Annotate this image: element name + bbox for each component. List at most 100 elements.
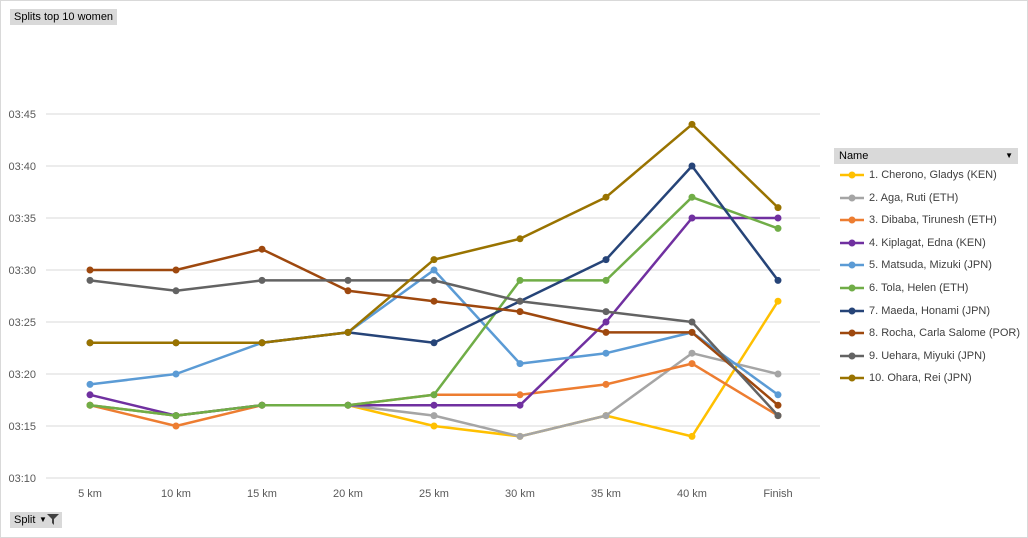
series-6: [86, 193, 782, 420]
data-point: [688, 432, 696, 440]
legend-item[interactable]: 3. Dibaba, Tirunesh (ETH): [834, 209, 1018, 232]
legend-items: 1. Cherono, Gladys (KEN) 2. Aga, Ruti (ET…: [834, 164, 1020, 390]
series-10: [86, 120, 782, 347]
legend-item[interactable]: 10. Ohara, Rei (JPN): [834, 367, 1018, 390]
data-point: [258, 339, 266, 347]
data-point: [172, 422, 180, 430]
data-point: [430, 422, 438, 430]
series-line: [90, 164, 779, 345]
legend-item[interactable]: 5. Matsuda, Mizuki (JPN): [834, 254, 1018, 277]
legend-label: 5. Matsuda, Mizuki (JPN): [869, 259, 992, 272]
data-point: [774, 412, 782, 420]
legend-item[interactable]: 9. Uehara, Miyuki (JPN): [834, 345, 1018, 368]
data-point: [774, 204, 782, 212]
legend-item[interactable]: 7. Maeda, Honami (JPN): [834, 300, 1018, 323]
data-point: [774, 224, 782, 232]
data-point: [86, 266, 94, 274]
data-point: [172, 412, 180, 420]
data-point: [430, 297, 438, 305]
data-point: [172, 339, 180, 347]
legend-label: 1. Cherono, Gladys (KEN): [869, 169, 997, 181]
legend-swatch: [840, 171, 864, 179]
series-8: [86, 245, 782, 409]
legend-header-label: Name: [839, 150, 869, 162]
data-point: [516, 276, 524, 284]
data-point: [172, 287, 180, 295]
data-point: [516, 235, 524, 243]
data-point: [688, 214, 696, 222]
data-point: [516, 308, 524, 316]
data-point: [688, 328, 696, 336]
legend-label: 3. Dibaba, Tirunesh (ETH): [869, 214, 997, 227]
dropdown-arrow-icon: ▼: [1005, 151, 1013, 160]
legend-item[interactable]: 8. Rocha, Carla Salome (POR): [834, 322, 1020, 345]
x-tick-label: 40 km: [677, 488, 707, 500]
data-point: [86, 276, 94, 284]
legend-item[interactable]: 4. Kiplagat, Edna (KEN): [834, 232, 1018, 255]
data-point: [344, 287, 352, 295]
legend-item[interactable]: 2. Aga, Ruti (ETH): [834, 187, 1018, 210]
data-point: [516, 297, 524, 305]
data-point: [602, 349, 610, 357]
data-point: [602, 380, 610, 388]
data-point: [86, 391, 94, 399]
x-axis-ticks: 5 km 10 km 15 km 20 km 25 km 30 km 35 km 40 km F…: [78, 488, 793, 500]
legend-label: 10. Ohara, Rei (JPN): [869, 372, 972, 385]
x-tick-label: 35 km: [591, 488, 621, 500]
legend-swatch: [840, 239, 864, 247]
data-point: [516, 432, 524, 440]
data-point: [688, 318, 696, 326]
series-7: [86, 162, 782, 347]
legend-swatch: [840, 261, 864, 269]
legend-swatch: [840, 329, 864, 337]
legend-label: 4. Kiplagat, Edna (KEN): [869, 236, 986, 249]
x-tick-label: 25 km: [419, 488, 449, 500]
legend-swatch: [840, 194, 864, 202]
y-axis-ticks: 03:10 03:15 03:20 03:25 03:30 03:35 03:40 03:45: [8, 109, 36, 485]
data-point: [172, 370, 180, 378]
legend-item[interactable]: 1. Cherono, Gladys (KEN): [834, 164, 1018, 187]
data-point: [516, 401, 524, 409]
series-4: [86, 214, 782, 420]
legend-swatch: [840, 374, 864, 382]
data-point: [602, 256, 610, 264]
data-point: [516, 391, 524, 399]
y-tick-label: 03:20: [8, 369, 36, 381]
data-point: [516, 360, 524, 368]
data-point: [774, 391, 782, 399]
data-point: [602, 193, 610, 201]
legend-label: 2. Aga, Ruti (ETH): [869, 191, 959, 204]
data-point: [86, 339, 94, 347]
data-point: [86, 380, 94, 388]
legend-label: 9. Uehara, Miyuki (JPN): [869, 349, 986, 362]
x-tick-label: 5 km: [78, 488, 102, 500]
legend-name-filter[interactable]: Name ▼: [834, 148, 1018, 164]
series-9: [86, 276, 782, 420]
dropdown-arrow-icon: ▼: [39, 515, 47, 524]
data-point: [258, 245, 266, 253]
x-tick-label: 20 km: [333, 488, 363, 500]
split-filter-button[interactable]: Split ▼: [10, 512, 62, 528]
data-point: [774, 276, 782, 284]
data-point: [602, 318, 610, 326]
legend-swatch: [840, 216, 864, 224]
data-point: [430, 339, 438, 347]
y-tick-label: 03:25: [8, 317, 36, 329]
data-point: [688, 193, 696, 201]
data-point: [602, 276, 610, 284]
series-group: [86, 120, 782, 440]
data-point: [430, 391, 438, 399]
data-point: [688, 120, 696, 128]
data-point: [344, 276, 352, 284]
x-tick-label: 10 km: [161, 488, 191, 500]
x-tick-label: Finish: [763, 488, 792, 500]
legend-item[interactable]: 6. Tola, Helen (ETH): [834, 277, 1018, 300]
chart-title-button[interactable]: Splits top 10 women: [10, 9, 118, 25]
y-tick-label: 03:45: [8, 109, 36, 121]
x-tick-label: 15 km: [247, 488, 277, 500]
data-point: [344, 401, 352, 409]
series-line: [89, 216, 778, 417]
data-point: [688, 349, 696, 357]
data-point: [774, 370, 782, 378]
